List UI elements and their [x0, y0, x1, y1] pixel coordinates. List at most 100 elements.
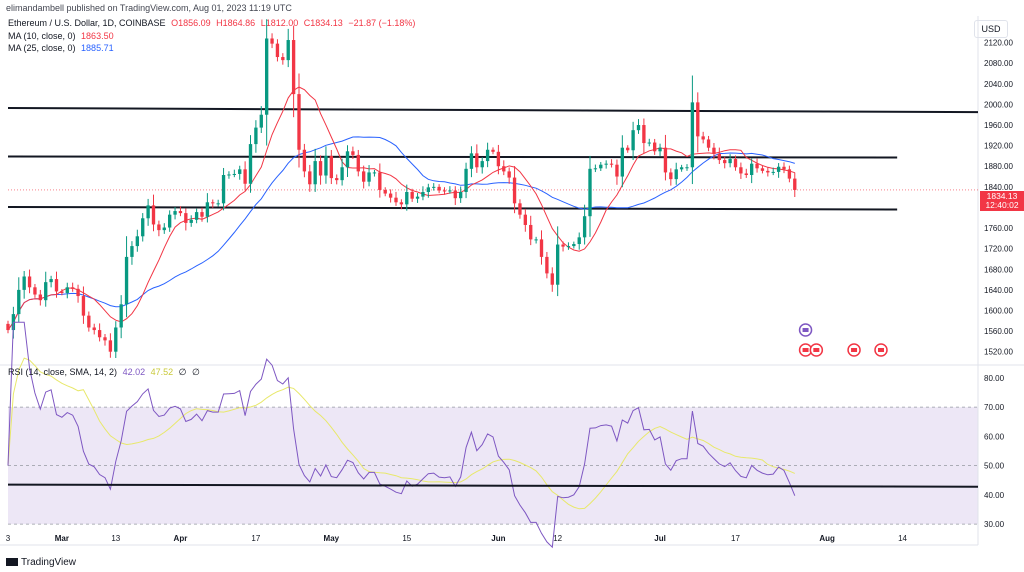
- candle-up: [254, 127, 258, 145]
- candle-up: [588, 168, 592, 217]
- tradingview-logo[interactable]: TradingView: [6, 557, 76, 568]
- candle-down: [76, 288, 80, 297]
- candle-down: [539, 239, 544, 257]
- candle-up: [324, 155, 328, 176]
- candle-down: [318, 161, 323, 176]
- candle-up: [345, 151, 350, 168]
- trendline: [7, 205, 898, 211]
- price-tick-label: 1960.00: [984, 121, 1013, 130]
- time-tick-label: Jun: [491, 534, 505, 543]
- candle-down: [512, 177, 517, 204]
- candle-down: [87, 315, 91, 328]
- rsi-tick-label: 80.00: [984, 374, 1005, 383]
- candle-down: [211, 202, 215, 204]
- candle-up: [728, 159, 732, 164]
- candle-up: [216, 203, 220, 205]
- rsi-tick-label: 50.00: [984, 462, 1005, 471]
- rsi-tick-label: 60.00: [984, 432, 1005, 441]
- candle-down: [642, 125, 646, 144]
- ma25-label: MA (25, close, 0): [8, 43, 76, 53]
- candle-down: [529, 224, 533, 240]
- candle-down: [523, 214, 528, 225]
- candle-up: [49, 279, 53, 283]
- candle-down: [696, 102, 700, 137]
- candle-up: [286, 40, 290, 61]
- candle-up: [432, 186, 436, 188]
- trendline: [7, 107, 979, 114]
- candle-down: [496, 151, 501, 167]
- candle-down: [33, 287, 37, 295]
- candle-down: [723, 160, 727, 164]
- candle-down: [453, 190, 457, 199]
- us-flag-icon-glyph: [878, 348, 884, 352]
- trendline: [7, 155, 898, 159]
- ma25-legend[interactable]: MA (25, close, 0) 1885.71: [8, 43, 117, 54]
- candle-up: [647, 142, 651, 144]
- candle-down: [351, 151, 355, 155]
- price-tick-label: 1600.00: [984, 306, 1013, 315]
- candle-down: [744, 173, 748, 175]
- rsi-label: RSI (14, close, SMA, 14, 2): [8, 367, 118, 377]
- candle-down: [793, 178, 797, 190]
- candle-down: [38, 294, 43, 301]
- time-tick-label: 17: [251, 534, 260, 543]
- candle-down: [243, 169, 247, 184]
- candle-up: [469, 153, 474, 169]
- candle-down: [787, 169, 792, 179]
- lightning-icon-glyph: [802, 328, 809, 332]
- candle-down: [755, 163, 759, 169]
- candle-up: [221, 175, 226, 204]
- candle-down: [475, 153, 479, 168]
- candle-up: [264, 38, 269, 115]
- candle-down: [308, 171, 312, 185]
- candle-up: [631, 130, 635, 151]
- candle-up: [340, 167, 344, 181]
- candle-up: [367, 172, 371, 182]
- candle-down: [717, 153, 722, 161]
- candle-up: [248, 144, 253, 184]
- candle-up: [372, 172, 377, 174]
- candle-up: [44, 282, 48, 301]
- time-tick-label: Aug: [819, 534, 835, 543]
- symbol-title[interactable]: Ethereum / U.S. Dollar, 1D, COINBASE: [8, 18, 166, 28]
- candle-down: [615, 164, 619, 177]
- ma25-line: [7, 136, 795, 331]
- candle-down: [561, 244, 565, 247]
- candle-down: [626, 147, 630, 151]
- us-flag-icon-glyph: [851, 348, 858, 352]
- candle-up: [146, 205, 150, 219]
- candle-up: [227, 174, 231, 176]
- candle-down: [356, 154, 360, 172]
- candle-up: [555, 244, 560, 285]
- ma10-value: 1863.50: [81, 31, 114, 41]
- candle-up: [17, 289, 21, 315]
- candle-down: [103, 337, 107, 341]
- candle-up: [749, 163, 754, 175]
- ma10-legend[interactable]: MA (10, close, 0) 1863.50: [8, 31, 117, 42]
- candle-up: [173, 211, 177, 215]
- last-price: 1834.13: [986, 191, 1018, 201]
- candle-up: [685, 167, 689, 169]
- candle-down: [733, 159, 738, 168]
- price-tick-label: 1920.00: [984, 142, 1013, 151]
- candle-up: [690, 102, 695, 168]
- candle-down: [178, 211, 183, 214]
- currency-button[interactable]: USD: [974, 20, 1008, 38]
- candle-down: [329, 155, 334, 179]
- price-tick-label: 1560.00: [984, 327, 1013, 336]
- rsi-legend[interactable]: RSI (14, close, SMA, 14, 2) 42.02 47.52 …: [8, 367, 203, 378]
- candle-down: [507, 171, 511, 178]
- candle-down: [760, 168, 765, 171]
- time-tick-label: 15: [402, 534, 411, 543]
- candle-down: [383, 189, 387, 194]
- rsi-tick-label: 70.00: [984, 403, 1005, 412]
- candle-up: [167, 214, 172, 228]
- candle-up: [119, 304, 123, 328]
- candle-down: [275, 43, 280, 58]
- time-tick-label: May: [324, 534, 340, 543]
- time-tick-label: Apr: [174, 534, 188, 543]
- candle-down: [782, 166, 786, 170]
- candle-down: [378, 172, 382, 190]
- candle-up: [458, 192, 463, 199]
